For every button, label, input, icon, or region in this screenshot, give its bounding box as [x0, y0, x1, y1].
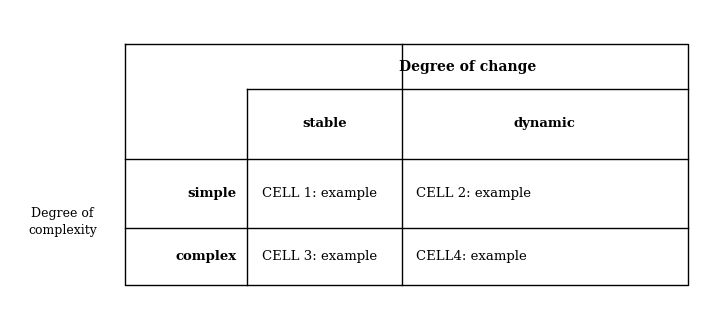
Text: Degree of change: Degree of change — [399, 60, 536, 74]
Text: CELL 3: example: CELL 3: example — [262, 250, 377, 263]
Text: CELL4: example: CELL4: example — [416, 250, 526, 263]
Text: dynamic: dynamic — [514, 117, 576, 130]
Text: simple: simple — [187, 187, 237, 200]
Text: CELL 1: example: CELL 1: example — [262, 187, 376, 200]
Text: complex: complex — [176, 250, 237, 263]
Text: CELL 2: example: CELL 2: example — [416, 187, 531, 200]
Text: stable: stable — [302, 117, 347, 130]
Text: Degree of
complexity: Degree of complexity — [28, 207, 98, 237]
